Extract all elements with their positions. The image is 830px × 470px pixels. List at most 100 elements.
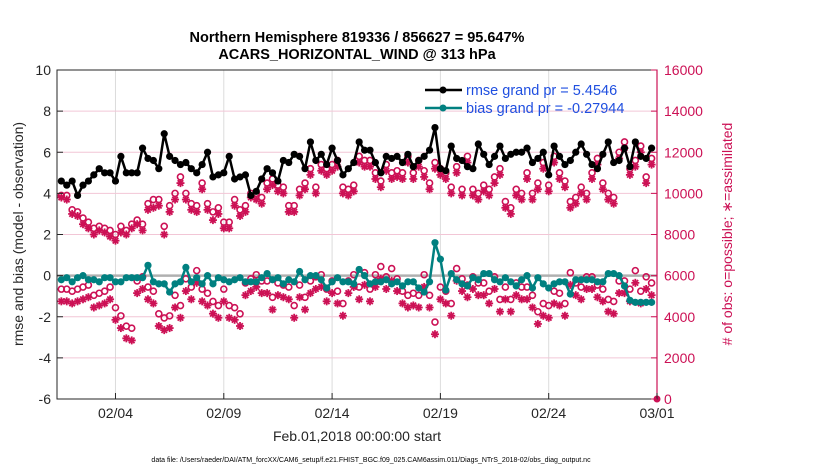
rmse-point xyxy=(122,169,130,177)
obs-possible-point xyxy=(155,310,163,318)
obs-assimilated-point xyxy=(78,220,87,229)
obs-possible-point xyxy=(599,179,607,187)
obs-possible-point xyxy=(295,281,304,289)
obs-possible-point xyxy=(349,181,358,189)
rmse-point xyxy=(79,181,87,189)
obs-layer xyxy=(57,138,661,403)
bias-point xyxy=(474,276,482,284)
asterisk-stroke xyxy=(149,299,157,307)
obs-assimilated-point xyxy=(631,162,640,171)
obs-assimilated-point xyxy=(528,195,537,204)
asterisk-stroke xyxy=(431,165,439,173)
obs-assimilated-point xyxy=(544,187,553,196)
asterisk-stroke xyxy=(469,285,477,293)
obs-possible-point xyxy=(523,169,531,177)
bias-point xyxy=(285,276,293,284)
y-tick-label: 0 xyxy=(43,268,51,284)
asterisk-stroke xyxy=(339,312,347,320)
rmse-point xyxy=(241,171,250,179)
asterisk-stroke xyxy=(242,291,249,299)
asterisk-stroke xyxy=(399,299,406,307)
obs-assimilated-point xyxy=(106,295,115,304)
rmse-point xyxy=(485,160,493,169)
rmse-point xyxy=(198,160,206,169)
rmse-point xyxy=(295,152,304,160)
obs-assimilated-point xyxy=(409,174,418,183)
x-tick-label: 02/04 xyxy=(98,405,133,421)
obs-possible-point xyxy=(284,283,293,291)
obs-possible-point xyxy=(447,299,456,308)
bias-series xyxy=(57,239,656,306)
asterisk-stroke xyxy=(334,299,341,307)
obs-possible-point xyxy=(203,199,212,208)
obs-assimilated-point xyxy=(219,297,228,306)
obs-assimilated-point xyxy=(171,195,180,204)
bias-point xyxy=(490,276,499,284)
rmse-point xyxy=(68,177,76,185)
obs-assimilated-point xyxy=(495,307,504,316)
asterisk-stroke xyxy=(561,183,569,191)
obs-possible-point xyxy=(198,179,206,187)
obs-assimilated-point xyxy=(338,311,347,320)
asterisk-stroke xyxy=(166,324,174,332)
asterisk-stroke xyxy=(204,206,211,214)
obs-possible-point xyxy=(609,297,618,306)
asterisk-stroke xyxy=(296,191,304,199)
obs-possible-point xyxy=(290,301,298,310)
bias-point xyxy=(155,280,163,288)
obs-assimilated-point xyxy=(181,287,190,296)
asterisk-stroke xyxy=(177,314,184,322)
bias-point xyxy=(431,239,439,247)
asterisk-stroke xyxy=(534,185,542,193)
obs-assimilated-point xyxy=(528,303,537,312)
asterisk-stroke xyxy=(599,185,607,193)
obs-assimilated-point xyxy=(560,311,569,320)
asterisk-stroke xyxy=(631,163,639,171)
obs-assimilated-point xyxy=(263,289,272,298)
asterisk-stroke xyxy=(577,295,585,303)
y-axis-right: 0 2000 4000 6000 8000 10000 12000 14000 16000 xyxy=(651,62,703,407)
bias-point xyxy=(528,284,537,292)
obs-assimilated-point xyxy=(219,224,228,233)
asterisk-stroke xyxy=(474,196,482,203)
bias-point xyxy=(583,276,591,284)
rmse-point xyxy=(155,165,163,173)
rmse-point xyxy=(144,154,152,163)
asterisk-stroke xyxy=(285,295,293,303)
rmse-point xyxy=(117,152,125,160)
asterisk-stroke xyxy=(642,179,650,187)
asterisk-stroke xyxy=(296,293,304,301)
legend-rmse-label: rmse grand pr = 5.4546 xyxy=(466,83,617,99)
obs-assimilated-point xyxy=(208,216,217,225)
obs-possible-point xyxy=(192,266,201,275)
asterisk-stroke xyxy=(474,291,482,299)
bias-point xyxy=(241,278,250,286)
obs-assimilated-point xyxy=(631,278,640,287)
bias-point xyxy=(637,298,645,306)
asterisk-stroke xyxy=(512,291,520,299)
obs-assimilated-point xyxy=(263,185,272,194)
data-file-footnote: data file: /Users/raeder/DAI/ATM_forcXX/… xyxy=(151,457,591,464)
legend-bias-marker xyxy=(439,104,447,112)
rmse-point xyxy=(458,156,466,165)
bias-point xyxy=(647,298,656,306)
obs-assimilated-point xyxy=(560,183,569,192)
obs-assimilated-point xyxy=(533,319,542,328)
bias-point xyxy=(274,274,282,282)
x-tick-label: 02/24 xyxy=(531,405,566,421)
rmse-point xyxy=(512,148,520,156)
rmse-point xyxy=(501,154,509,163)
obs-assimilated-point xyxy=(588,284,597,293)
obs-assimilated-point xyxy=(241,291,250,300)
asterisk-stroke xyxy=(615,289,623,297)
obs-assimilated-point xyxy=(230,201,239,210)
asterisk-stroke xyxy=(274,291,282,299)
rmse-point xyxy=(128,169,136,177)
y-right-tick-label: 4000 xyxy=(664,309,695,325)
obs-possible-point xyxy=(333,287,342,295)
bias-point xyxy=(171,280,179,288)
bias-point xyxy=(572,276,580,284)
obs-assimilated-point xyxy=(414,303,423,312)
obs-assimilated-point xyxy=(225,224,234,233)
rmse-point xyxy=(534,154,542,163)
